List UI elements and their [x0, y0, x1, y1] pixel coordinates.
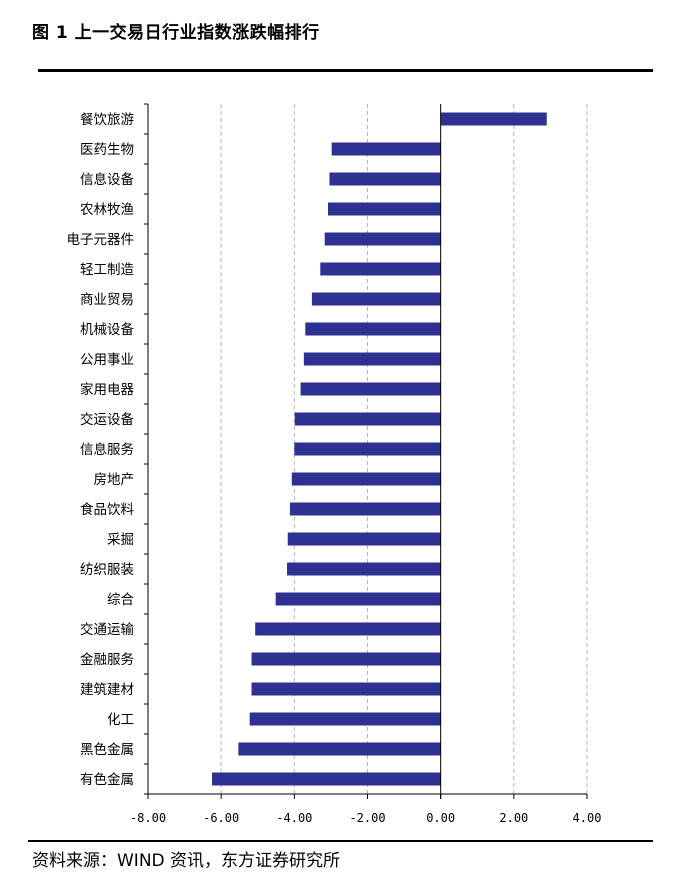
- tick-labels: -8.00 -6.00 -4.00 -2.00 0.00 2.00 4.00: [130, 811, 602, 825]
- category-label-8: 公用事业: [80, 352, 134, 368]
- bar-1: [331, 142, 441, 156]
- tick-label-5: 2.00: [499, 811, 528, 825]
- bar-10: [294, 412, 441, 426]
- category-label-2: 信息设备: [80, 171, 134, 188]
- bars: [212, 112, 547, 786]
- tick-label-1: -6.00: [203, 811, 239, 825]
- bar-18: [251, 652, 441, 666]
- category-label-21: 黑色金属: [80, 741, 134, 758]
- bar-16: [275, 592, 441, 606]
- bar-4: [324, 232, 441, 246]
- bar-0: [440, 112, 547, 126]
- axes: [144, 103, 588, 799]
- bar-22: [212, 772, 441, 786]
- bar-17: [255, 622, 441, 636]
- category-label-5: 轻工制造: [80, 262, 134, 278]
- category-label-14: 采掘: [107, 532, 134, 548]
- category-label-13: 食品饮料: [80, 501, 134, 518]
- bar-8: [303, 352, 441, 366]
- bar-2: [329, 172, 441, 186]
- bar-5: [320, 262, 441, 276]
- category-label-0: 餐饮旅游: [80, 112, 134, 128]
- figure-title: 图 1 上一交易日行业指数涨跌幅排行: [32, 23, 320, 43]
- tick-label-4: 0.00: [426, 811, 455, 825]
- bar-19: [251, 682, 441, 696]
- category-label-4: 电子元器件: [67, 232, 135, 248]
- bottom-rule: [28, 840, 653, 842]
- category-label-20: 化工: [107, 712, 134, 728]
- category-label-9: 家用电器: [80, 381, 134, 398]
- category-labels: 餐饮旅游医药生物信息设备农林牧渔电子元器件轻工制造商业贸易机械设备公用事业家用电…: [67, 112, 135, 788]
- tick-label-3: -2.00: [349, 811, 385, 825]
- bar-21: [238, 742, 441, 756]
- category-label-16: 综合: [107, 592, 134, 608]
- category-label-22: 有色金属: [80, 771, 134, 788]
- category-label-12: 房地产: [94, 472, 135, 488]
- category-label-18: 金融服务: [80, 652, 134, 668]
- category-label-1: 医药生物: [80, 142, 134, 158]
- bar-9: [300, 382, 441, 396]
- category-label-7: 机械设备: [80, 321, 134, 338]
- source-note: 资料来源：WIND 资讯，东方证券研究所: [32, 851, 341, 871]
- tick-label-0: -8.00: [130, 811, 166, 825]
- tick-label-2: -4.00: [276, 811, 312, 825]
- bar-15: [287, 562, 441, 576]
- bar-11: [294, 442, 441, 456]
- bar-12: [291, 472, 441, 486]
- bar-7: [305, 322, 441, 336]
- bar-13: [289, 502, 441, 516]
- bar-20: [249, 712, 441, 726]
- category-label-6: 商业贸易: [80, 292, 134, 308]
- tick-label-6: 4.00: [573, 811, 602, 825]
- category-label-19: 建筑建材: [80, 682, 134, 698]
- category-label-17: 交通运输: [80, 621, 134, 638]
- bar-6: [311, 292, 441, 306]
- category-label-3: 农林牧渔: [80, 202, 134, 218]
- top-rule: [38, 69, 653, 72]
- bar-14: [287, 532, 441, 546]
- category-label-15: 纺织服装: [80, 562, 134, 578]
- category-label-10: 交运设备: [80, 411, 134, 428]
- category-label-11: 信息服务: [80, 441, 134, 458]
- bar-3: [327, 202, 441, 216]
